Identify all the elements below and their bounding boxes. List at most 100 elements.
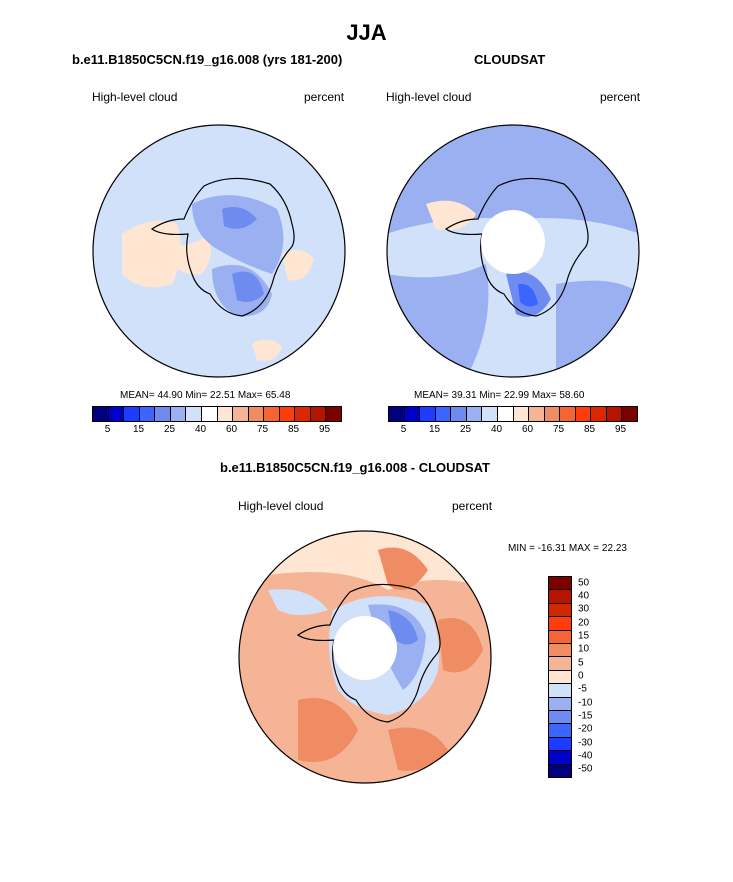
- diff-colorbar-swatch: [549, 577, 571, 591]
- diff-colorbar-tick-label: 15: [578, 630, 590, 642]
- figure-title: JJA: [346, 20, 387, 45]
- diff-colorbar-tick-label: -20: [578, 723, 593, 735]
- diff-colorbar-tick-label: 30: [578, 603, 590, 615]
- diff-colorbar-tick-label: -15: [578, 710, 593, 722]
- panel1-peach-region: [282, 250, 314, 281]
- panel2-colorbar-swatch: [529, 407, 545, 421]
- panel2-colorbar-swatch: [544, 407, 561, 421]
- diff-light-blue-region: [268, 589, 328, 615]
- diff-minmax: MIN = -16.31 MAX = 22.23: [508, 543, 627, 554]
- panel1-polar-map: [92, 124, 346, 378]
- panel1-colorbar-tick-label: 60: [225, 424, 238, 435]
- panel1-colorbar-swatch: [248, 407, 265, 421]
- panel1-colorbar-swatch: [93, 407, 109, 421]
- diff-colorbar-tick-label: -50: [578, 763, 593, 775]
- panel2-missing-data-hole: [481, 210, 545, 274]
- diff-colorbar-tick-label: -5: [578, 683, 587, 695]
- panel2-stats: MEAN= 39.31 Min= 22.99 Max= 58.60: [414, 390, 585, 401]
- panel2-colorbar-labels: 5 15 25 40 60 75 85 95: [388, 424, 636, 438]
- panel1-colorbar-tick-label: 85: [287, 424, 300, 435]
- diff-colorbar-tick-label: -30: [578, 737, 593, 749]
- diff-colorbar-swatch: [549, 764, 571, 778]
- panel1-peach-region: [252, 339, 282, 361]
- panel2-blue-region: [387, 264, 489, 377]
- panel2-colorbar-swatch: [466, 407, 483, 421]
- panel2-colorbar-tick-label: 85: [583, 424, 596, 435]
- panel2-variable-label: High-level cloud: [386, 90, 472, 104]
- panel2-colorbar-swatch: [497, 407, 514, 421]
- diff-colorbar-swatch: [549, 711, 571, 725]
- panel1-colorbar-swatch: [295, 407, 311, 421]
- panel2-coastline: [444, 177, 589, 317]
- panel1-colorbar-swatch: [124, 407, 140, 421]
- panel1-blue-region: [232, 271, 264, 302]
- panel1-variable-label: High-level cloud: [92, 90, 178, 104]
- diff-colorbar-swatch: [549, 590, 571, 604]
- diff-panel-title: b.e11.B1850C5CN.f19_g16.008 - CLOUDSAT: [220, 460, 490, 475]
- diff-polar-map: [238, 530, 492, 784]
- panel2-colorbar-swatch: [451, 407, 467, 421]
- panel2-colorbar-swatch: [404, 407, 421, 421]
- panel2-colorbar-tick-label: 40: [490, 424, 503, 435]
- diff-colorbar-swatch: [549, 617, 571, 631]
- panel2-colorbar-tick-label: 25: [459, 424, 472, 435]
- panel1-peach-region: [167, 236, 211, 275]
- panel2-colorbar-swatch: [389, 407, 405, 421]
- panel2-colorbar-swatch: [560, 407, 576, 421]
- diff-colorbar-tick-label: 5: [578, 657, 584, 669]
- panel1-colorbar-swatch: [279, 407, 296, 421]
- panel2-colorbar-swatch: [606, 407, 623, 421]
- panel2-blue-region: [556, 280, 639, 377]
- diff-orange-region: [388, 727, 448, 771]
- panel2-title: CLOUDSAT: [474, 52, 546, 67]
- panel1-blue-region: [192, 195, 284, 274]
- diff-colorbar-swatch: [549, 670, 571, 685]
- diff-variable-label: High-level cloud: [238, 499, 324, 513]
- panel1-colorbar-swatch: [139, 407, 156, 421]
- panel2-colorbar-swatch: [420, 407, 436, 421]
- panel1-colorbar-swatch: [310, 407, 327, 421]
- diff-colorbar-swatch: [549, 684, 571, 698]
- panel1-coastline: [150, 177, 295, 317]
- diff-colorbar-swatch: [549, 603, 571, 618]
- diff-colorbar-tick-label: 20: [578, 617, 590, 629]
- panel1-colorbar-swatch: [233, 407, 249, 421]
- panel2-colorbar-swatch: [575, 407, 592, 421]
- diff-colorbar-swatch: [549, 724, 571, 738]
- panel1-map-border: [92, 124, 346, 378]
- panel1-blue-region: [222, 206, 257, 229]
- diff-blue-region: [388, 610, 418, 645]
- panel1-colorbar-tick-label: 75: [256, 424, 269, 435]
- panel2-colorbar-swatch: [513, 407, 530, 421]
- panel1-colorbar-tick-label: 40: [194, 424, 207, 435]
- diff-colorbar-labels: 50 40 30 20 15 10 5 0 -5 -10 -15 -20 -30 -40 -50: [578, 576, 618, 776]
- diff-orange-region: [378, 547, 428, 590]
- panel2-colorbar-tick-label: 95: [614, 424, 627, 435]
- diff-map-border: [238, 530, 492, 784]
- panel2-units-label: percent: [600, 90, 641, 104]
- panel1-colorbar: [92, 406, 342, 422]
- diff-colorbar-tick-label: 10: [578, 643, 590, 655]
- diff-colorbar-tick-label: 40: [578, 590, 590, 602]
- panel1-colorbar-swatch: [186, 407, 202, 421]
- panel2-blue-region: [518, 283, 538, 307]
- panel1-colorbar-swatch: [264, 407, 280, 421]
- diff-colorbar: [548, 576, 572, 778]
- panel2-colorbar-tick-label: 60: [521, 424, 534, 435]
- panel2-colorbar-swatch: [435, 407, 452, 421]
- diff-colorbar-swatch: [549, 751, 571, 765]
- panel1-colorbar-swatch: [326, 407, 341, 421]
- panel2-map-border: [386, 124, 640, 378]
- panel2-colorbar-tick-label: 5: [400, 424, 407, 435]
- diff-colorbar-swatch: [549, 644, 571, 658]
- panel1-colorbar-tick-label: 5: [104, 424, 111, 435]
- panel1-stats: MEAN= 44.90 Min= 22.51 Max= 65.48: [120, 390, 291, 401]
- panel2-colorbar-tick-label: 15: [428, 424, 441, 435]
- diff-orange-region: [298, 698, 358, 762]
- panel1-title: b.e11.B1850C5CN.f19_g16.008 (yrs 181-200…: [72, 52, 343, 67]
- panel2-colorbar-tick-label: 75: [552, 424, 565, 435]
- panel2-colorbar-swatch: [482, 407, 498, 421]
- panel1-colorbar-tick-label: 95: [318, 424, 331, 435]
- diff-missing-data-hole: [333, 616, 397, 680]
- diff-colorbar-swatch: [549, 697, 571, 712]
